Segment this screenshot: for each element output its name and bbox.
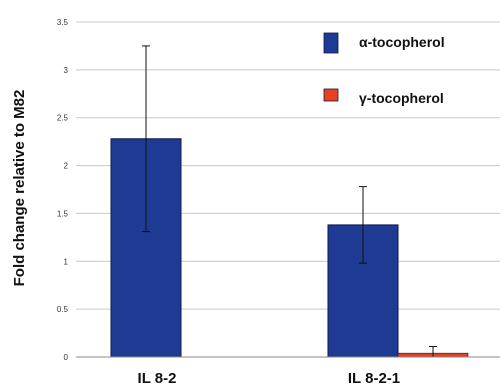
y-tick-label: 2.5 bbox=[57, 114, 69, 123]
y-axis-label: Fold change relative to M82 bbox=[11, 90, 28, 287]
y-tick-label: 3 bbox=[64, 66, 69, 75]
legend-swatch bbox=[323, 32, 339, 54]
x-category-label: IL 8-2 bbox=[138, 370, 177, 387]
y-tick-label: 0 bbox=[64, 353, 69, 362]
x-category-label: IL 8-2-1 bbox=[348, 370, 400, 387]
legend: α-tocopherol γ-tocopherol bbox=[323, 32, 445, 106]
y-tick-label: 3.5 bbox=[57, 18, 69, 27]
x-category-labels: IL 8-2 IL 8-2-1 bbox=[138, 370, 401, 387]
legend-label: α-tocopherol bbox=[359, 34, 445, 50]
legend-swatch bbox=[323, 88, 339, 102]
y-tick-label: 0.5 bbox=[57, 305, 69, 314]
bars bbox=[110, 138, 469, 358]
y-tick-label: 2 bbox=[64, 162, 69, 171]
y-tick-label: 1.5 bbox=[57, 209, 69, 218]
error-bars bbox=[142, 45, 437, 358]
y-tick-label: 1 bbox=[64, 257, 69, 266]
y-tick-labels: 0 0.5 1 1.5 2 2.5 3 3.5 bbox=[57, 18, 69, 362]
legend-label: γ-tocopherol bbox=[359, 90, 444, 106]
